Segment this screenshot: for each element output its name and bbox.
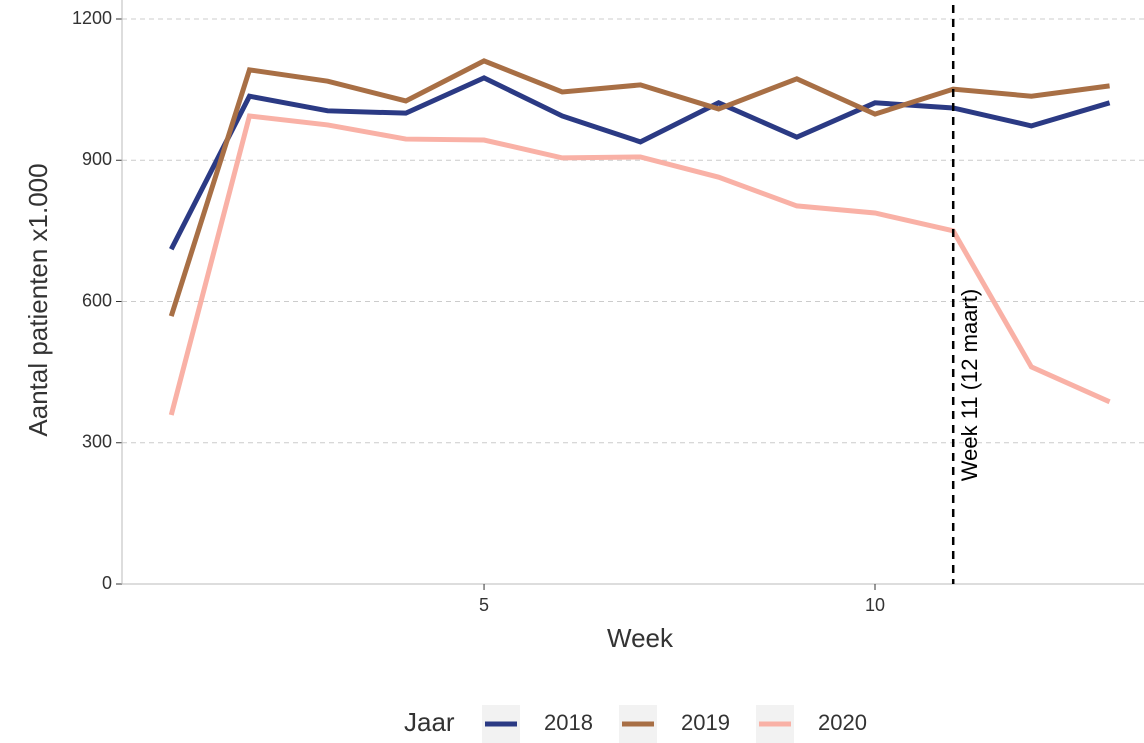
reference-label: Week 11 (12 maart)	[957, 289, 982, 481]
legend-label: 2019	[681, 710, 730, 735]
y-tick-label: 600	[82, 290, 112, 310]
series-line	[168, 58, 1110, 317]
series-line	[169, 75, 1111, 251]
legend-title: Jaar	[404, 707, 455, 737]
legend-label: 2020	[818, 710, 867, 735]
y-tick-label: 900	[82, 149, 112, 169]
y-tick-label: 1200	[72, 8, 112, 28]
legend-label: 2018	[544, 710, 593, 735]
x-tick-label: 5	[479, 595, 489, 615]
y-axis-label: Aantal patienten x1.000	[23, 163, 53, 436]
x-axis-label: Week	[607, 623, 674, 653]
y-tick-label: 0	[102, 573, 112, 593]
y-tick-label: 300	[82, 432, 112, 452]
x-tick-label: 10	[865, 595, 885, 615]
